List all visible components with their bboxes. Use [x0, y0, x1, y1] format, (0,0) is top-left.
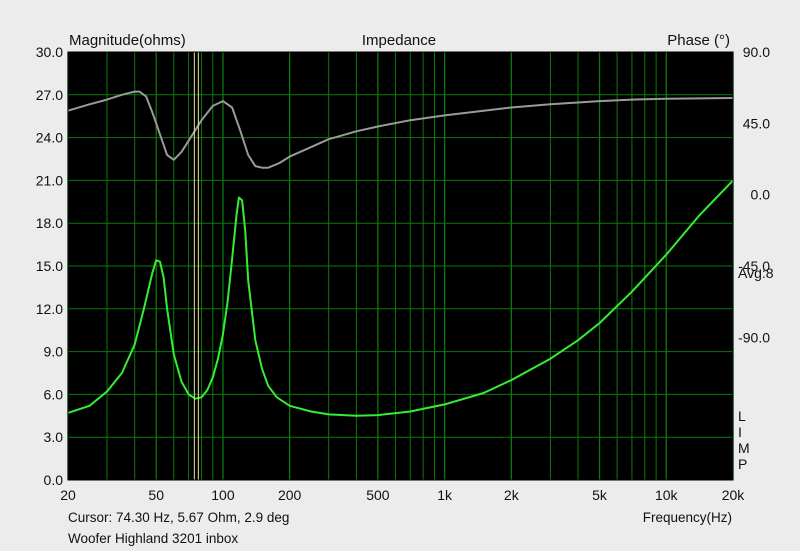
x-tick-label: 10k [655, 487, 679, 503]
limp-letter: P [738, 456, 747, 472]
y-left-tick-label: 6.0 [44, 386, 64, 402]
y-left-tick-label: 15.0 [36, 258, 63, 274]
x-tick-label: 5k [592, 487, 608, 503]
y-left-tick-label: 12.0 [36, 301, 63, 317]
x-tick-label: 500 [366, 487, 390, 503]
x-axis-title: Frequency(Hz) [642, 510, 732, 525]
tick-labels: 20 50 100 200 500 1k 2k 5k 10k 20k 0.0 3.0 6.0 9.0 12.… [36, 44, 770, 503]
x-tick-label: 20k [722, 487, 746, 503]
limp-letter: I [738, 424, 742, 440]
x-tick-label: 50 [148, 487, 164, 503]
y-right-tick-label: 90.0 [743, 44, 770, 60]
cursor-readout: Cursor: 74.30 Hz, 5.67 Ohm, 2.9 deg [68, 510, 290, 525]
y-left-tick-label: 9.0 [44, 344, 64, 360]
y-right-tick-label: 45.0 [743, 115, 770, 131]
y-right-tick-label: 0.0 [751, 187, 771, 203]
averaging-label: Avg:8 [738, 265, 774, 281]
grid [67, 51, 734, 481]
y-left-tick-label: 21.0 [36, 172, 63, 188]
y-right-tick-label: -90.0 [738, 329, 770, 345]
phase-curve [67, 90, 734, 169]
limp-letter: L [738, 408, 746, 424]
plot-frame [67, 51, 734, 481]
x-tick-label: 20 [60, 487, 76, 503]
y-left-tick-label: 30.0 [36, 44, 63, 60]
x-tick-label: 1k [437, 487, 453, 503]
y-left-tick-label: 0.0 [44, 472, 64, 488]
y-right-tick-label: -45.0 [738, 258, 770, 274]
x-tick-label: 100 [211, 487, 235, 503]
x-tick-label: 2k [504, 487, 520, 503]
y-axis-left-title: Magnitude(ohms) [69, 32, 186, 49]
x-tick-label: 200 [278, 487, 302, 503]
series-layer [67, 90, 734, 417]
chart-title: Impedance [362, 32, 436, 49]
y-left-tick-label: 18.0 [36, 215, 63, 231]
y-axis-right-title: Phase (°) [667, 32, 730, 49]
trace-name: Woofer Highland 3201 inbox [68, 531, 239, 546]
magnitude-curve [67, 179, 734, 417]
y-left-tick-label: 27.0 [36, 87, 63, 103]
y-left-tick-label: 24.0 [36, 130, 63, 146]
y-left-tick-label: 3.0 [44, 429, 64, 445]
limp-letter: M [738, 440, 750, 456]
